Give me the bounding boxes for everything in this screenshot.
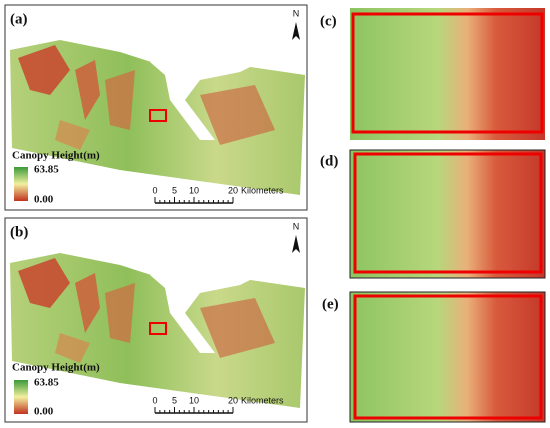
inset-box bbox=[351, 12, 544, 134]
panel-frame bbox=[4, 217, 308, 423]
scale-unit: Kilometers bbox=[241, 185, 284, 195]
north-arrow bbox=[292, 22, 300, 40]
legend-title: Canopy Height(m) bbox=[12, 150, 100, 162]
inset-image bbox=[349, 291, 546, 423]
scale-tick-label: 20 bbox=[228, 395, 238, 405]
scale-tick-label: 0 bbox=[152, 185, 157, 195]
panel-label: (b) bbox=[10, 224, 28, 240]
legend-bar bbox=[14, 380, 28, 414]
inset-image bbox=[349, 149, 546, 279]
north-label: N bbox=[293, 8, 300, 18]
legend-bar bbox=[14, 167, 28, 201]
legend-min: 0.00 bbox=[34, 406, 54, 418]
legend-max: 63.85 bbox=[34, 164, 59, 176]
scale-tick-label: 10 bbox=[189, 185, 199, 195]
inset-image bbox=[350, 8, 545, 140]
panel-label: (a) bbox=[10, 11, 28, 27]
inset-label: (d) bbox=[320, 153, 338, 169]
north-label: N bbox=[293, 221, 300, 231]
inset-label: (c) bbox=[320, 13, 337, 29]
north-arrow bbox=[292, 235, 300, 253]
inset-box bbox=[353, 294, 543, 420]
scale-tick-label: 0 bbox=[152, 395, 157, 405]
scale-tick-label: 10 bbox=[189, 395, 199, 405]
scale-tick-label: 5 bbox=[172, 185, 177, 195]
scale-unit: Kilometers bbox=[241, 395, 284, 405]
scale-tick-label: 5 bbox=[172, 395, 177, 405]
legend-min: 0.00 bbox=[34, 194, 54, 206]
scale-tick-label: 20 bbox=[228, 185, 238, 195]
panel-frame bbox=[4, 4, 308, 211]
scale-bar: 0 5 10 20 Kilometers bbox=[152, 185, 284, 204]
legend-max: 63.85 bbox=[34, 377, 59, 389]
inset-box bbox=[353, 152, 543, 274]
scale-bar: 0 5 10 20 Kilometers bbox=[152, 395, 284, 414]
inset-label: (e) bbox=[322, 296, 339, 312]
legend-title: Canopy Height(m) bbox=[12, 362, 100, 374]
